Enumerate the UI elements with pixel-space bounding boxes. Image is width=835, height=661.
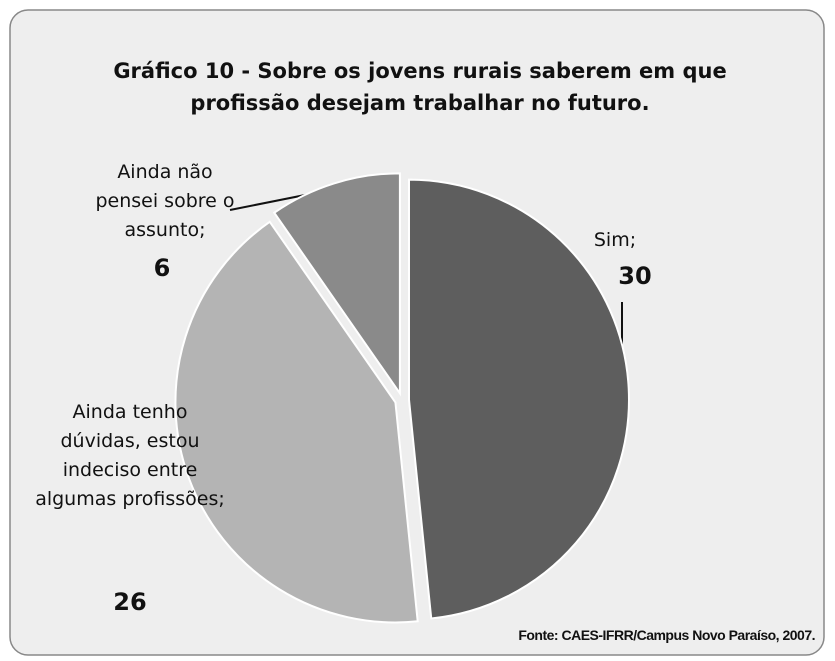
pie-slice <box>407 178 630 620</box>
slice-value: 30 <box>618 262 652 290</box>
pie-slice <box>174 220 419 624</box>
pie <box>174 172 630 624</box>
pie-slice <box>272 172 401 397</box>
slice-label: Ainda não pensei sobre o assunto; <box>95 161 235 241</box>
slice-value: 26 <box>113 588 147 616</box>
slice-value: 6 <box>153 254 171 282</box>
source-note: Fonte: CAES-IFRR/Campus Novo Paraíso, 20… <box>518 627 815 643</box>
slice-label: Ainda tenho dúvidas, estou indeciso entr… <box>35 401 225 510</box>
slice-label: Sim; <box>593 229 637 251</box>
chart-title: Gráfico 10 - Sobre os jovens rurais sabe… <box>113 59 727 115</box>
